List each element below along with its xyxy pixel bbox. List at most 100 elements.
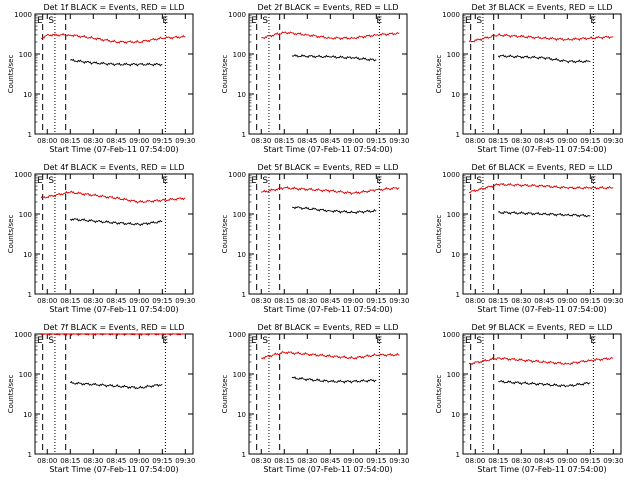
- chart-panel-4: Det 4f BLACK = Events, RED = LLD 1 10 100 10…: [7, 163, 195, 314]
- x-axis-label: Start Time (07-Feb-11 07:54:00): [49, 145, 178, 154]
- x-tick-label: 08:30: [511, 137, 531, 145]
- x-tick-label: 08:45: [106, 457, 126, 465]
- chart-panel-7: Det 7f BLACK = Events, RED = LLD 1 10 100 10…: [7, 323, 195, 474]
- x-tick-label: 09:00: [557, 137, 577, 145]
- x-tick-label: 09:00: [129, 137, 149, 145]
- x-axis-label: Start Time (07-Feb-11 07:54:00): [49, 465, 178, 474]
- chart-panel-8: Det 8f BLACK = Events, RED = LLD 1 10 100 10…: [221, 323, 409, 474]
- series-events: [291, 206, 377, 215]
- x-tick-label: 08:45: [106, 297, 126, 305]
- marker-label-e-right: E: [162, 176, 168, 186]
- x-axis-label: Start Time (07-Feb-11 07:54:00): [263, 145, 392, 154]
- chart-title: Det 7f BLACK = Events, RED = LLD: [43, 323, 184, 332]
- x-tick-label: 08:30: [83, 457, 103, 465]
- x-tick-label: 08:15: [274, 297, 294, 305]
- plot-frame: [248, 13, 408, 135]
- marker-label-e-right: E: [376, 336, 382, 346]
- x-tick-label: 08:45: [320, 137, 340, 145]
- y-tick-label: 1: [456, 451, 460, 459]
- x-tick-label: 09:30: [389, 137, 409, 145]
- y-tick-label: 1000: [228, 11, 246, 19]
- series-lld: [261, 186, 400, 195]
- x-tick-label: 08:00: [37, 457, 57, 465]
- y-axis-label: Counts/sec: [435, 55, 443, 94]
- marker-label-e-right: E: [162, 336, 168, 346]
- marker-label-e-right: E: [162, 16, 168, 26]
- marker-label-e-left: E: [251, 16, 257, 26]
- x-axis-label: Start Time (07-Feb-11 07:54:00): [477, 145, 606, 154]
- y-tick-label: 1000: [442, 11, 460, 19]
- y-tick-label: 100: [19, 371, 32, 379]
- marker-label-s: S: [48, 336, 54, 346]
- y-tick-label: 1: [242, 291, 246, 299]
- y-tick-label: 10: [23, 251, 32, 259]
- x-tick-label: 08:15: [488, 297, 508, 305]
- marker-label-e-left: E: [251, 336, 257, 346]
- series-lld: [468, 33, 614, 43]
- chart-panel-6: Det 6f BLACK = Events, RED = LLD 1 10 100 10…: [435, 163, 623, 314]
- series-events: [70, 58, 163, 67]
- x-tick-label: 09:30: [175, 137, 195, 145]
- x-tick-label: 09:30: [175, 457, 195, 465]
- x-tick-label: 08:30: [251, 137, 271, 145]
- y-tick-label: 1: [28, 291, 32, 299]
- marker-label-e-left: E: [465, 176, 471, 186]
- x-axis-label: Start Time (07-Feb-11 07:54:00): [477, 305, 606, 314]
- chart-title: Det 9f BLACK = Events, RED = LLD: [471, 323, 612, 332]
- series-events: [69, 380, 163, 390]
- marker-label-e-left: E: [251, 176, 257, 186]
- marker-label-e-left: E: [465, 336, 471, 346]
- x-tick-label: 08:30: [83, 297, 103, 305]
- marker-label-e-left: E: [37, 336, 43, 346]
- y-tick-label: 100: [19, 51, 32, 59]
- y-tick-label: 10: [23, 411, 32, 419]
- x-tick-label: 09:30: [603, 297, 623, 305]
- x-tick-label: 08:00: [465, 457, 485, 465]
- y-tick-label: 1: [242, 451, 246, 459]
- x-tick-label: 09:30: [389, 457, 409, 465]
- series-events: [291, 54, 377, 62]
- y-axis-label: Counts/sec: [7, 215, 15, 254]
- marker-label-e-right: E: [590, 336, 596, 346]
- series-lld: [468, 356, 614, 366]
- y-tick-label: 10: [237, 251, 246, 259]
- marker-label-e-right: E: [590, 176, 596, 186]
- marker-label-s: S: [262, 336, 268, 346]
- marker-label-e-left: E: [37, 176, 43, 186]
- chart-title: Det 5f BLACK = Events, RED = LLD: [257, 163, 398, 172]
- x-tick-label: 08:15: [488, 137, 508, 145]
- x-tick-label: 08:45: [106, 137, 126, 145]
- chart-panel-3: Det 3f BLACK = Events, RED = LLD 1 10 100 10…: [435, 3, 623, 154]
- plot-frame: [34, 173, 194, 295]
- series-lld: [40, 32, 186, 45]
- x-tick-label: 08:30: [251, 297, 271, 305]
- x-tick-label: 09:30: [603, 137, 623, 145]
- plot-frame: [462, 173, 622, 295]
- y-tick-label: 100: [233, 211, 246, 219]
- x-tick-label: 08:15: [60, 137, 80, 145]
- y-tick-label: 100: [233, 371, 246, 379]
- x-axis-label: Start Time (07-Feb-11 07:54:00): [263, 465, 392, 474]
- x-tick-label: 08:30: [511, 457, 531, 465]
- x-tick-label: 08:00: [465, 137, 485, 145]
- y-tick-label: 1: [28, 451, 32, 459]
- x-tick-label: 08:45: [297, 137, 317, 145]
- y-tick-label: 1000: [14, 331, 32, 339]
- x-tick-label: 08:30: [297, 297, 317, 305]
- x-tick-label: 09:15: [366, 137, 386, 145]
- y-tick-label: 100: [447, 211, 460, 219]
- x-tick-label: 08:45: [534, 137, 554, 145]
- y-tick-label: 10: [237, 91, 246, 99]
- y-axis-label: Counts/sec: [7, 375, 15, 414]
- x-tick-label: 09:15: [580, 297, 600, 305]
- x-tick-label: 09:00: [129, 457, 149, 465]
- y-tick-label: 1: [242, 131, 246, 139]
- x-tick-label: 09:30: [603, 457, 623, 465]
- marker-label-s: S: [262, 176, 268, 186]
- x-tick-label: 08:45: [320, 457, 340, 465]
- x-tick-label: 08:15: [60, 457, 80, 465]
- x-tick-label: 08:45: [320, 297, 340, 305]
- marker-label-e-right: E: [376, 176, 382, 186]
- x-tick-label: 09:15: [366, 457, 386, 465]
